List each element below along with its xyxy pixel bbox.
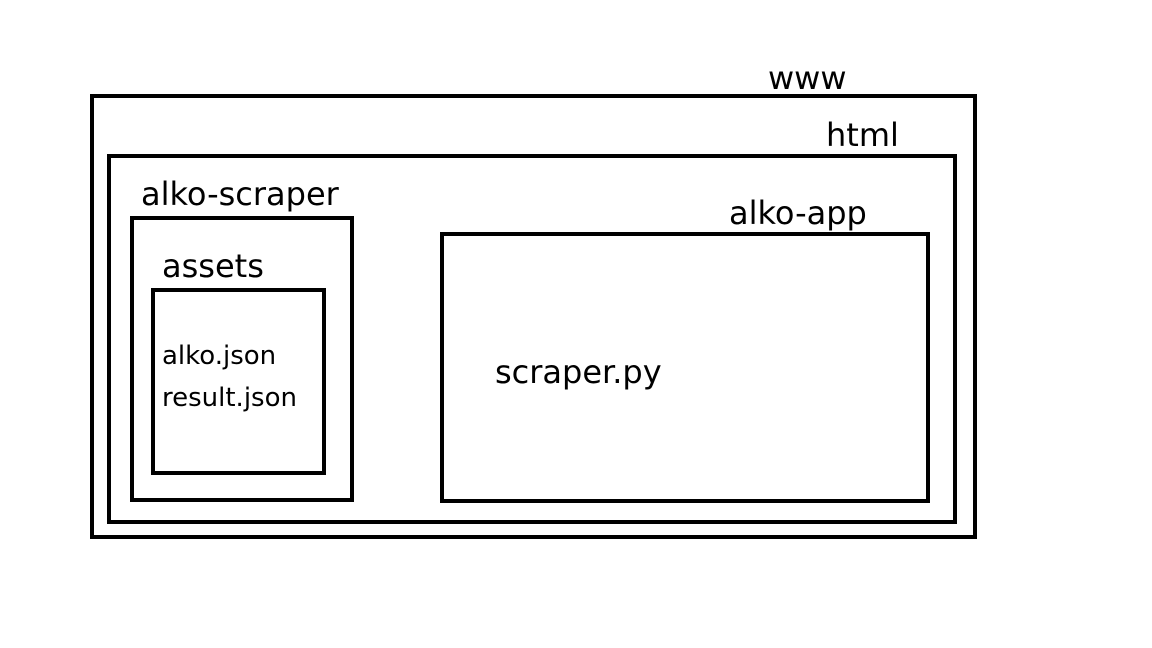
folder-label-www: www xyxy=(768,59,847,97)
folder-html xyxy=(107,154,957,524)
folder-alko-scraper xyxy=(130,216,354,502)
folder-label-alko-app: alko-app xyxy=(729,194,867,232)
folder-label-assets: assets xyxy=(162,247,264,285)
folder-alko-app xyxy=(440,232,930,503)
file-alko-json: alko.json xyxy=(162,341,277,371)
file-scraper-py: scraper.py xyxy=(495,353,662,391)
folder-www xyxy=(90,94,977,539)
folder-assets xyxy=(151,288,326,475)
file-result-json: result.json xyxy=(162,383,297,413)
folder-label-html: html xyxy=(826,116,899,154)
folder-label-alko-scraper: alko-scraper xyxy=(141,175,339,213)
